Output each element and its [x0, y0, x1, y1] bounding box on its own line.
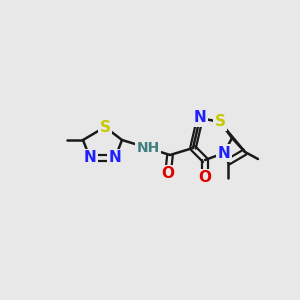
- Text: N: N: [109, 151, 122, 166]
- Text: N: N: [84, 151, 96, 166]
- Text: O: O: [161, 167, 175, 182]
- Text: NH: NH: [136, 141, 160, 155]
- Text: N: N: [194, 110, 206, 125]
- Text: S: S: [214, 115, 226, 130]
- Text: O: O: [199, 170, 212, 185]
- Text: S: S: [100, 119, 110, 134]
- Text: N: N: [218, 146, 230, 160]
